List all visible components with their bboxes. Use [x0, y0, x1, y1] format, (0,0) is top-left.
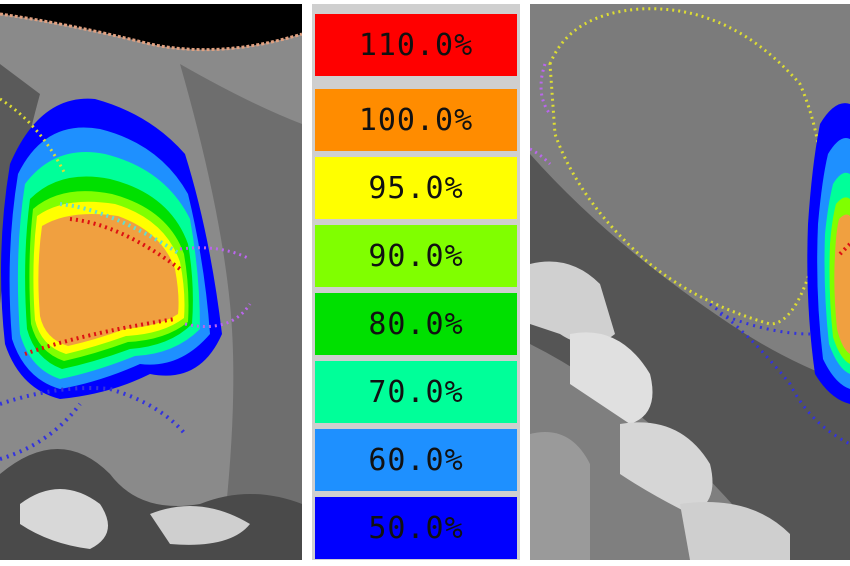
legend-level-90: 90.0% [315, 225, 517, 287]
left-ct-dose-image [0, 4, 302, 560]
legend-level-60: 60.0% [315, 429, 517, 491]
dose-legend: 110.0% 100.0% 95.0% 90.0% 80.0% 70.0% 60… [312, 4, 520, 560]
legend-label: 100.0% [358, 102, 474, 138]
legend-label: 80.0% [368, 306, 464, 342]
legend-level-100: 100.0% [315, 89, 517, 151]
legend-level-80: 80.0% [315, 293, 517, 355]
legend-label: 95.0% [368, 170, 464, 206]
left-ct-svg [0, 4, 302, 560]
legend-label: 70.0% [368, 374, 464, 410]
legend-label: 60.0% [368, 442, 464, 478]
legend-label: 50.0% [368, 510, 464, 546]
separator-left [302, 0, 310, 566]
legend-level-50: 50.0% [315, 497, 517, 559]
right-ct-svg [530, 4, 850, 560]
separator-right [522, 0, 530, 566]
legend-label: 90.0% [368, 238, 464, 274]
legend-level-95: 95.0% [315, 157, 517, 219]
right-ct-dose-image [530, 4, 850, 560]
legend-level-70: 70.0% [315, 361, 517, 423]
legend-label: 110.0% [358, 27, 474, 63]
legend-level-110: 110.0% [315, 14, 517, 76]
